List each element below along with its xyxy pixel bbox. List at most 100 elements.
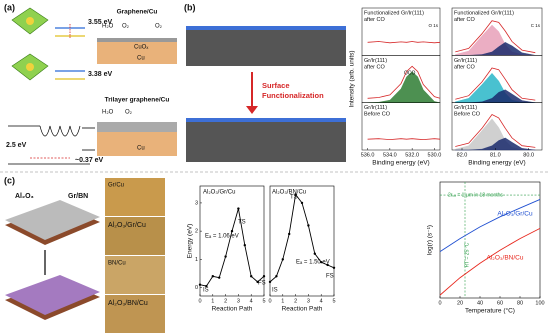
data-point [300,201,304,205]
species: Cu [137,146,145,152]
data-point [211,275,214,278]
micrograph-label: Al₂O₃/BN/Cu [108,300,148,307]
schematic-title: Graphene/Cu [117,9,158,16]
spectrum-label: Gr/Ir(111) [364,105,387,111]
plot-frame [199,185,265,297]
x-tick-label: 2 [224,298,227,304]
spectrum-label: Before CO [454,112,481,118]
panel-label: (a) [4,2,15,12]
y-axis-label: Energy (eV) [187,224,194,259]
micrograph-label: Al₂O₃/Gr/Cu [108,222,146,229]
species: Cu [137,56,145,62]
x-tick-label: 530.0 [428,152,442,158]
annotation: RT = 25 °C [464,242,470,267]
micrograph-label: Gr/Cu [108,183,124,189]
x-tick-label: 3 [307,298,310,304]
x-tick-label: 0 [198,298,201,304]
schematic-title: Trilayer graphene/Cu [105,97,170,104]
spectrum-line [367,138,441,141]
species: O₂ [122,24,130,30]
x-tick-label: 60 [497,300,503,306]
x-tick-label: 20 [457,300,463,306]
data-point [230,229,234,233]
data-point [205,284,208,288]
y-tick-label: 3 [195,200,198,206]
panel-b-art [186,26,346,162]
barrier-label: 2.5 eV [6,142,27,149]
x-tick-label: 4 [250,298,253,304]
y-tick-label: 1 [195,257,198,263]
species: H₂O [102,24,114,30]
spectrum-component [455,137,536,151]
x-tick-label: 0 [268,298,271,304]
annotation: IS [272,288,278,294]
x-tick-label: 1 [281,298,284,304]
x-tick-label: 5 [262,298,265,304]
annotation: Al₂O₃/BN/Cu [272,190,306,196]
data-point [275,275,278,278]
data-line [199,208,265,287]
peak-label: OCO [404,71,416,77]
x-axis-label: Reaction Path [212,306,253,313]
spectrum-label: Functionalized Gr/Ir(111) [454,10,514,16]
annotation: IS [203,288,209,294]
data-point [313,252,316,255]
y-tick-label: 0 [195,285,198,291]
y-axis-label: Intensity (arb. units) [349,50,356,107]
spectrum-label: Gr/Ir(111) [454,58,477,64]
annotation: TS [290,195,298,201]
x-tick-label: 100 [535,300,544,306]
x-tick-label: 1 [211,298,214,304]
data-point [256,280,259,284]
annotation: Eₐ = 1.06 eV [205,234,239,240]
x-tick-label: 80 [517,300,523,306]
x-axis-label: Temperature (°C) [465,307,515,315]
energy-label: 3.38 eV [88,71,112,78]
spectrum-line [455,113,536,148]
x-tick-label: 40 [477,300,483,306]
x-tick-label: 4 [320,298,323,304]
barrier-label: ~0.37 eV [75,157,104,164]
annotation: Eₐ = 1.50 eV [296,260,330,266]
data-point [326,263,329,267]
annotation: TS [238,220,246,226]
panel-label: (c) [4,175,15,185]
x-tick-label: 2 [294,298,297,304]
x-axis-label: Binding energy (eV) [372,160,429,167]
x-tick-label: 82.0 [457,152,468,158]
x-tick-label: 81.0 [490,152,501,158]
x-tick-label: 534.0 [383,152,397,158]
annotation: 2rₒₓ = 1 μm in 18 months [448,192,503,198]
plot-frame [361,102,441,151]
panel-a-art [8,7,177,165]
x-axis-label: Reaction Path [282,306,323,313]
schematic-label: Al₂O₃ [15,193,34,200]
spectrum-label: Gr/Ir(111) [454,105,477,111]
data-line [439,227,541,296]
x-axis-label: Binding energy (eV) [468,160,525,167]
spectrum-line [367,65,441,99]
series-label: Al₂O₃/BN/Cu [487,255,524,262]
annotation: FS [326,274,334,280]
plot-frame [269,185,335,297]
data-line [439,198,541,252]
annotation: Al₂O₃/Gr/Cu [203,190,235,196]
species: O₂ [155,24,163,30]
x-tick-label: 5 [332,298,335,304]
arrow-label: Functionalization [262,91,324,100]
x-tick-label: 0 [438,300,441,306]
region-label: C 1s [531,23,541,28]
spectrum-label: Before CO [364,112,391,118]
spectrum-label: Functionalized Gr/Ir(111) [364,10,424,16]
spectrum-line [367,41,441,44]
x-tick-label: 536.0 [361,152,375,158]
spectrum-line [455,67,536,101]
panel-c-art [5,178,165,333]
spectrum-label: Gr/Ir(111) [364,58,387,64]
data-point [218,276,221,279]
series-label: Al₂O₃/Gr/Cu [497,211,533,218]
spectrum-label: after CO [454,17,476,23]
spectrum-label: after CO [454,64,476,70]
y-axis-label: log(r) (s⁻¹) [427,225,434,255]
